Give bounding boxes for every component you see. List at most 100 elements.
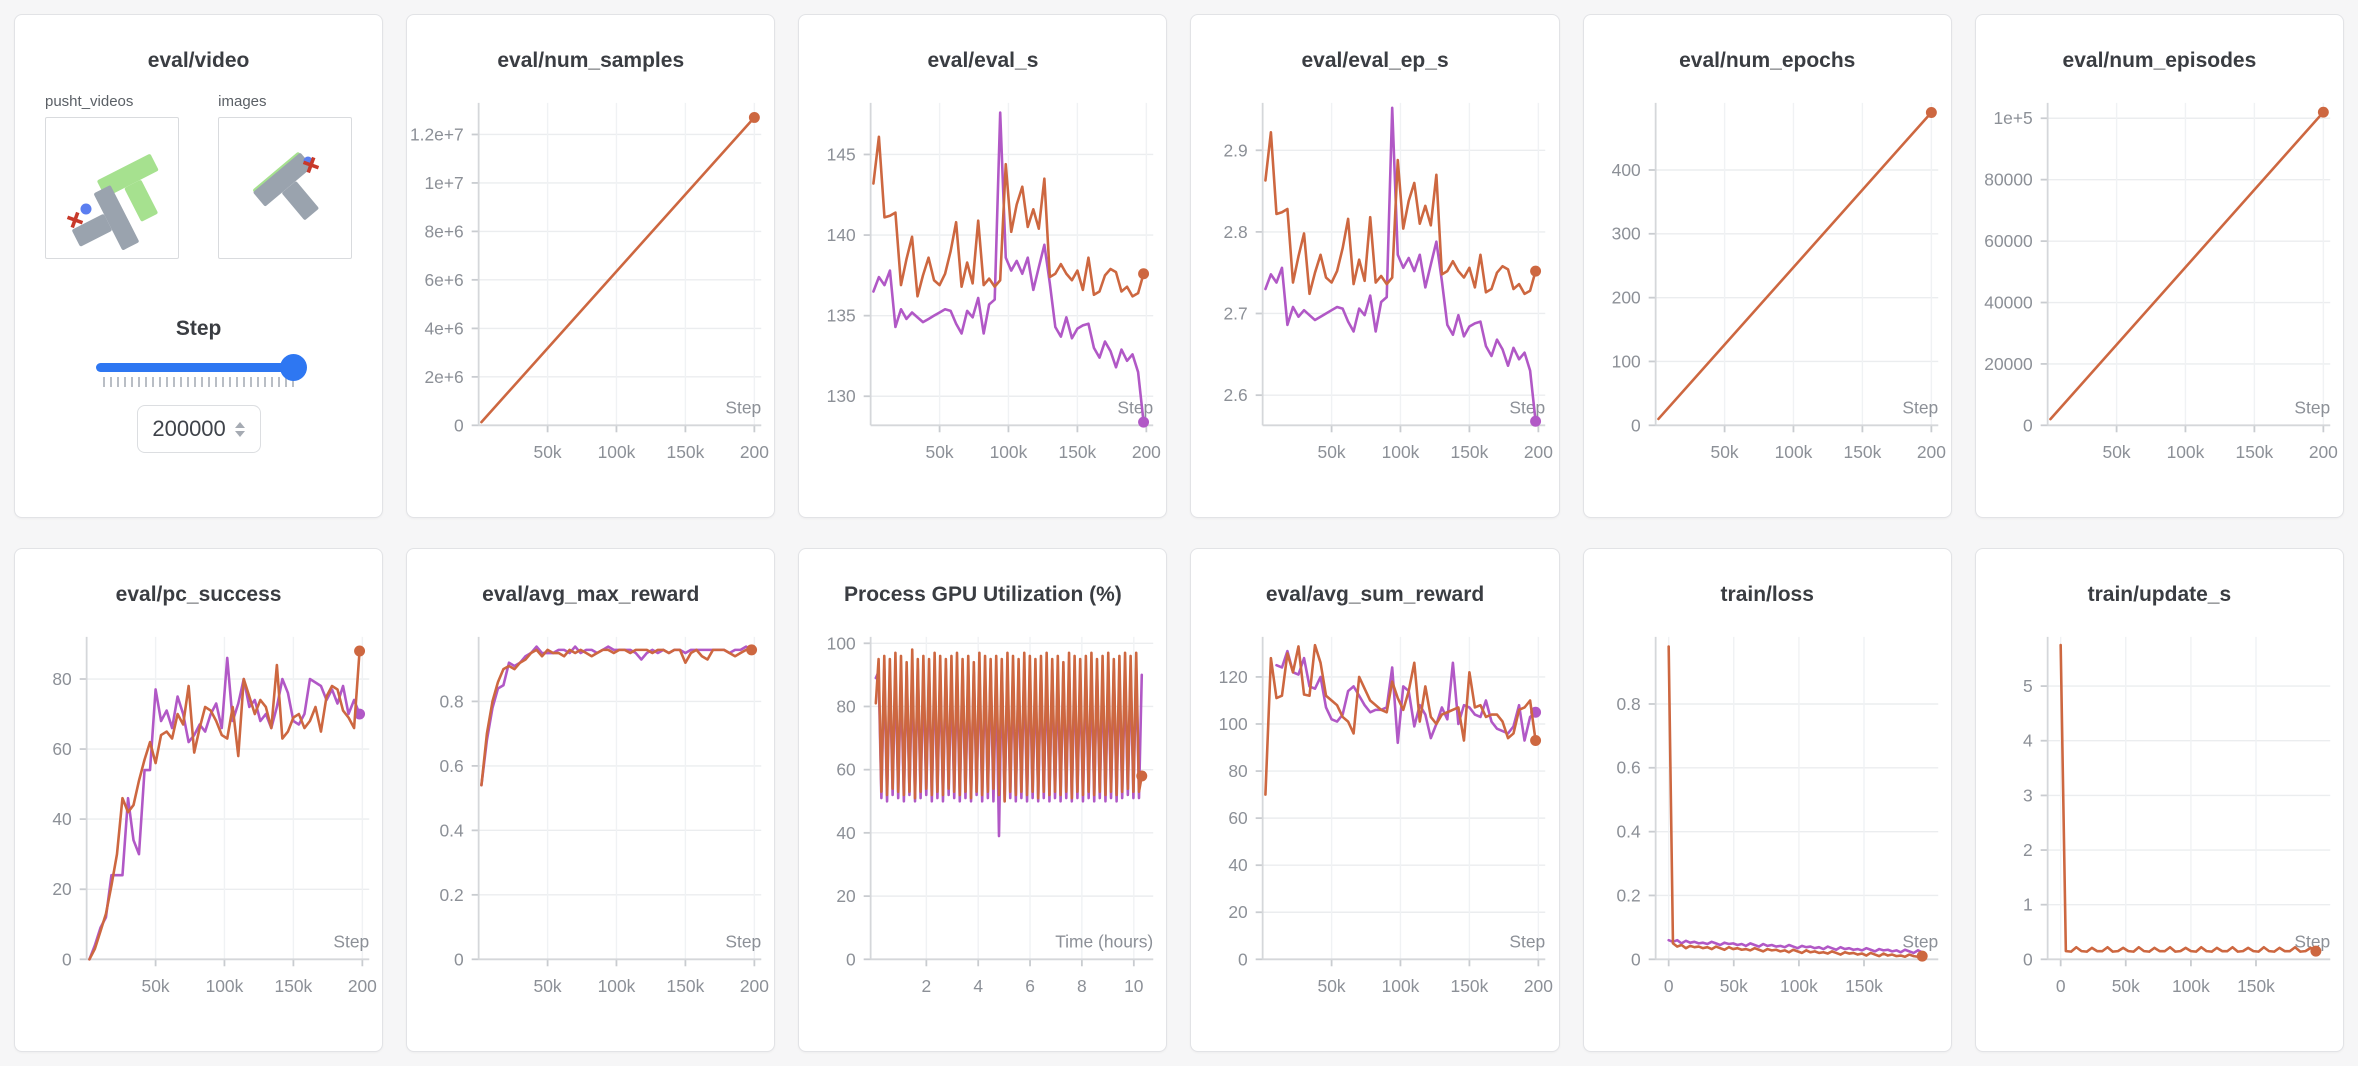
svg-text:80: 80 <box>52 669 71 689</box>
step-control: Step 200000 <box>15 317 382 453</box>
svg-text:5: 5 <box>2023 676 2033 696</box>
chart-panel-gpu-utilization: Process GPU Utilization (%) 0 20 40 60 80 100… <box>798 548 1168 1052</box>
svg-text:100: 100 <box>1611 351 1640 371</box>
svg-text:50k: 50k <box>1318 442 1346 462</box>
target-cross-icon <box>66 211 84 229</box>
svg-text:145: 145 <box>827 144 856 164</box>
chart-plot[interactable]: 0 1 2 3 4 5 0 50k 100k 150k Step <box>1976 623 2343 1039</box>
svg-text:0: 0 <box>454 949 464 969</box>
chart-plot[interactable]: 0 100 200 300 400 50k 100k 150k 200 Step <box>1584 89 1951 505</box>
step-value[interactable]: 200000 <box>152 416 226 441</box>
target-cross-icon <box>303 156 320 174</box>
svg-text:20: 20 <box>1229 902 1248 922</box>
svg-text:2e+6: 2e+6 <box>425 367 464 387</box>
step-number-input[interactable]: 200000 <box>136 405 261 453</box>
svg-text:40: 40 <box>837 823 856 843</box>
svg-text:80: 80 <box>837 696 856 716</box>
goal-dot-icon <box>80 203 92 215</box>
slider-track[interactable] <box>96 363 302 372</box>
svg-text:50k: 50k <box>926 442 954 462</box>
chart-panel-eval-ep-s: eval/eval_ep_s 2.6 2.7 2.8 2.9 50k 100k 150k 20… <box>1190 14 1560 518</box>
svg-text:100k: 100k <box>1382 976 1420 996</box>
stepper-down-icon[interactable] <box>234 430 245 437</box>
svg-text:50k: 50k <box>534 976 562 996</box>
chart-title: train/loss <box>1720 583 1814 606</box>
chart-plot[interactable]: 0 20 40 60 80 100 2 4 6 8 10 Time (hours) <box>799 623 1166 1039</box>
svg-text:Step: Step <box>1902 397 1938 417</box>
svg-text:2.8: 2.8 <box>1224 222 1248 242</box>
svg-text:2: 2 <box>922 976 932 996</box>
svg-text:0: 0 <box>1663 976 1673 996</box>
svg-text:2: 2 <box>2023 840 2033 860</box>
svg-text:300: 300 <box>1611 224 1640 244</box>
svg-text:0: 0 <box>1631 949 1641 969</box>
svg-text:100k: 100k <box>1382 442 1420 462</box>
slider-tick-ruler <box>102 377 295 387</box>
svg-text:100k: 100k <box>990 442 1028 462</box>
svg-text:140: 140 <box>827 225 856 245</box>
chart-plot[interactable]: 0 20000 40000 60000 80000 1e+5 50k 100k 150k 200 S… <box>1976 89 2343 505</box>
svg-text:Step: Step <box>1510 397 1546 417</box>
chart-panel-avg-max-reward: eval/avg_max_reward 0 0.2 0.4 0.6 0.8 50k 100k… <box>406 548 776 1052</box>
chart-title: eval/num_epochs <box>1679 49 1856 72</box>
stepper-up-icon[interactable] <box>234 421 245 428</box>
chart-plot[interactable]: 0 20 40 60 80 100 120 50k 100k 150k 200 Step <box>1191 623 1558 1039</box>
chart-plot[interactable]: 0 0.2 0.4 0.6 0.8 50k 100k 150k 200 Step <box>407 623 774 1039</box>
slider-thumb[interactable] <box>280 354 308 381</box>
svg-text:0: 0 <box>2056 976 2066 996</box>
svg-text:0: 0 <box>2023 949 2033 969</box>
svg-text:100k: 100k <box>1780 976 1818 996</box>
svg-text:100k: 100k <box>1774 442 1812 462</box>
chart-panel-num-samples: eval/num_samples 0 2e+6 4e+6 6e+6 8e+6 1e+7 1.… <box>406 14 776 518</box>
media-label: pusht_videos <box>45 93 134 110</box>
svg-text:150k: 150k <box>1451 976 1489 996</box>
svg-text:400: 400 <box>1611 160 1640 180</box>
svg-text:200: 200 <box>1524 976 1553 996</box>
chart-plot[interactable]: 0 2e+6 4e+6 6e+6 8e+6 1e+7 1.2e+7 50k 100k 150k 20… <box>407 89 774 505</box>
chart-title: eval/eval_s <box>927 49 1039 72</box>
svg-text:0.6: 0.6 <box>1616 758 1640 778</box>
images-preview[interactable] <box>218 117 353 259</box>
stepper-arrows[interactable] <box>234 421 245 437</box>
chart-plot[interactable]: 0 0.2 0.4 0.6 0.8 0 50k 100k 150k Step <box>1584 623 1951 1039</box>
svg-text:150k: 150k <box>1451 442 1489 462</box>
svg-text:Step: Step <box>1118 397 1154 417</box>
pusht-video-preview[interactable] <box>45 117 179 259</box>
svg-text:Step: Step <box>333 931 369 951</box>
svg-text:150k: 150k <box>1059 442 1097 462</box>
chart-plot[interactable]: 2.6 2.7 2.8 2.9 50k 100k 150k 200 Step <box>1191 89 1558 505</box>
svg-text:200: 200 <box>740 976 769 996</box>
svg-text:200: 200 <box>2309 442 2338 462</box>
svg-text:150k: 150k <box>1845 976 1883 996</box>
svg-text:200: 200 <box>1524 442 1553 462</box>
svg-text:50k: 50k <box>1318 976 1346 996</box>
media-label: images <box>218 93 267 110</box>
svg-text:200: 200 <box>1917 442 1946 462</box>
chart-title: eval/num_episodes <box>2062 49 2257 72</box>
chart-plot[interactable]: 0 20 40 60 80 50k 100k 150k 200 Step <box>15 623 382 1039</box>
svg-text:Step: Step <box>2294 931 2330 951</box>
svg-text:0: 0 <box>1239 949 1249 969</box>
svg-text:100k: 100k <box>2172 976 2210 996</box>
svg-text:200: 200 <box>1611 288 1640 308</box>
svg-text:8e+6: 8e+6 <box>425 221 464 241</box>
svg-text:60: 60 <box>837 760 856 780</box>
svg-text:0.4: 0.4 <box>440 820 465 840</box>
svg-text:1e+7: 1e+7 <box>425 173 464 193</box>
svg-text:0: 0 <box>1631 415 1641 435</box>
chart-plot[interactable]: 130 135 140 145 50k 100k 150k 200 Step <box>799 89 1166 505</box>
svg-text:0.4: 0.4 <box>1616 822 1641 842</box>
media-panel-eval-video: eval/video pusht_videos <box>14 14 384 518</box>
chart-panel-avg-sum-reward: eval/avg_sum_reward 0 20 40 60 80 100 120 50k 10… <box>1190 548 1560 1052</box>
step-slider[interactable] <box>96 354 308 381</box>
svg-text:100k: 100k <box>598 442 636 462</box>
svg-text:0.8: 0.8 <box>1616 694 1640 714</box>
svg-text:6e+6: 6e+6 <box>425 270 464 290</box>
svg-text:60000: 60000 <box>1984 231 2032 251</box>
svg-text:80: 80 <box>1229 761 1248 781</box>
svg-text:130: 130 <box>827 386 856 406</box>
svg-text:1: 1 <box>2023 895 2033 915</box>
svg-text:80000: 80000 <box>1984 170 2032 190</box>
svg-text:50k: 50k <box>1719 976 1747 996</box>
